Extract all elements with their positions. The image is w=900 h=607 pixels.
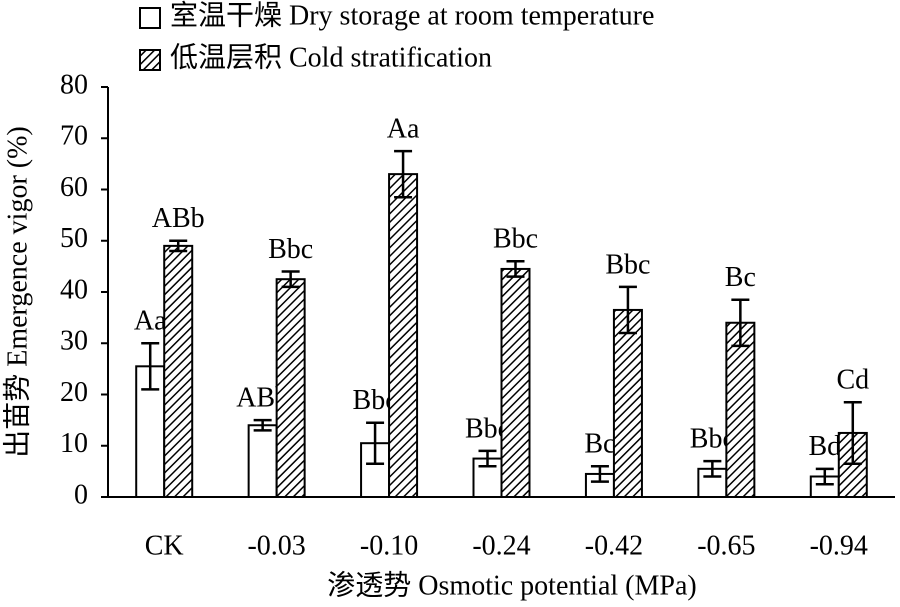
error-bar — [731, 298, 750, 348]
bar — [163, 244, 194, 498]
x-tick-label: CK — [145, 530, 184, 561]
legend-label: 室温干燥 Dry storage at room temperature — [170, 0, 654, 31]
y-tick-label: 70 — [60, 121, 88, 152]
y-tick-label: 20 — [60, 377, 88, 408]
significance-label: Bbc — [493, 224, 538, 255]
y-tick-label: 10 — [60, 428, 88, 459]
significance-label: Bbc — [268, 234, 313, 265]
y-tick-label: 60 — [60, 172, 88, 203]
bar — [725, 321, 756, 498]
x-tick-label: -0.10 — [360, 530, 418, 561]
error-bar — [506, 260, 525, 278]
significance-label: Bbc — [605, 249, 650, 280]
y-tick-label: 50 — [60, 223, 88, 254]
significance-label: Bd — [808, 431, 841, 462]
x-axis-title: 渗透势 Osmotic potential (MPa) — [327, 569, 696, 601]
x-tick-label: -0.03 — [247, 530, 305, 561]
significance-label: Aa — [134, 306, 167, 337]
bar — [612, 308, 643, 498]
bar — [500, 267, 531, 498]
error-bar — [366, 421, 385, 465]
y-tick-label: 40 — [60, 274, 88, 305]
error-bar — [815, 467, 834, 486]
bar — [247, 424, 278, 498]
significance-label: Aa — [387, 113, 420, 144]
error-bar — [590, 465, 609, 483]
error-bar — [394, 149, 413, 199]
error-bar — [281, 270, 300, 289]
error-bar — [478, 449, 497, 468]
y-tick-label: 80 — [60, 69, 88, 100]
error-bar — [169, 239, 188, 253]
x-tick-label: -0.65 — [697, 530, 755, 561]
y-tick-label: 0 — [74, 479, 88, 510]
significance-label: Cd — [836, 365, 869, 396]
bar — [388, 173, 419, 498]
bar — [275, 278, 306, 498]
significance-label: Bc — [584, 429, 615, 460]
x-tick-label: -0.24 — [472, 530, 530, 561]
legend-swatch — [139, 49, 161, 71]
error-bar — [843, 400, 862, 465]
y-axis-title: 出苗势 Emergence vigor (%) — [1, 126, 33, 458]
legend-swatch — [139, 7, 161, 29]
legend-label: 低温层积 Cold stratification — [170, 41, 492, 73]
error-bar — [618, 285, 637, 335]
error-bar — [253, 418, 272, 432]
x-tick-label: -0.94 — [810, 530, 868, 561]
error-bar — [703, 459, 722, 478]
significance-label: Bc — [725, 262, 756, 293]
error-bar — [141, 342, 160, 391]
significance-label: ABb — [152, 203, 205, 234]
x-tick-label: -0.42 — [585, 530, 643, 561]
y-tick-label: 30 — [60, 326, 88, 357]
